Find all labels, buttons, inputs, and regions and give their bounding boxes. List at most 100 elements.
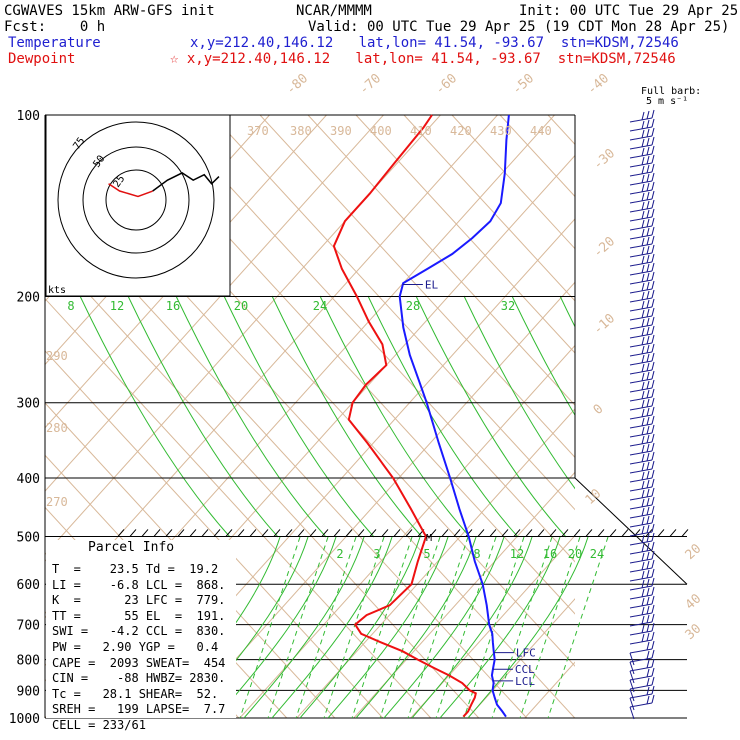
mixing-ratio-label: 16 [543, 547, 557, 561]
moist-adiabat-line [559, 295, 575, 328]
isotherm-line [582, 115, 740, 718]
wind-barb [629, 694, 655, 720]
mixing-ratio-line [295, 537, 357, 718]
mixing-ratio-label: 3 [373, 547, 380, 561]
mixing-ratio-label: 12 [110, 299, 124, 313]
barb-legend-title: Full barb: [641, 86, 702, 97]
parcel-info-row: K = 23 LFC = 779. [52, 593, 226, 608]
isotherm-label: -60 [433, 71, 460, 98]
wind-barb [629, 397, 655, 411]
mixing-ratio-label: 16 [166, 299, 180, 313]
hodograph-ring [57, 121, 215, 279]
isotherm-line [239, 344, 575, 718]
dry-adiabat-line [596, 115, 740, 718]
parcel-info-title: Parcel Info [88, 540, 175, 555]
dry-adiabat-line [45, 297, 432, 718]
mixing-ratio-label: 20 [234, 299, 248, 313]
mixing-ratio-label: 20 [568, 547, 582, 561]
wind-barb [629, 352, 655, 366]
freezing-hatch [165, 529, 173, 537]
parcel-info-row: SREH = 199 LAPSE= 7.7 [52, 702, 226, 717]
freezing-hatch [513, 529, 521, 537]
isotherm-label: -30 [591, 146, 618, 173]
pressure-tick-label: 600 [17, 578, 40, 593]
parcel-info-row: TT = 55 EL = 191. [52, 608, 226, 623]
freezing-hatch [129, 529, 137, 537]
parcel-level-label-lcl: LCL [515, 675, 535, 688]
freezing-hatch [477, 529, 485, 537]
parcel-info-row: CIN = -88 HWBZ= 2830. [52, 671, 226, 686]
freezing-hatch [357, 529, 365, 537]
freezing-hatch [657, 529, 665, 537]
wind-barb [629, 289, 655, 303]
dry-adiabat-line [307, 115, 575, 406]
isotherm-label: -50 [510, 71, 537, 98]
theta-label: 410 [410, 124, 432, 138]
wind-barb [629, 280, 655, 294]
freezing-hatch [225, 529, 233, 537]
wind-barb [629, 127, 655, 141]
wind-barb [629, 334, 655, 348]
freezing-hatch [669, 529, 677, 537]
moist-adiabat-line [271, 295, 423, 538]
wind-barb [629, 379, 655, 393]
mixing-ratio-label: 8 [67, 299, 74, 313]
parcel-info-row: CELL = 233/61 [52, 717, 146, 732]
wind-barb [629, 451, 655, 465]
wind-barb [629, 406, 655, 420]
wind-barb [629, 370, 655, 384]
wind-barb [629, 622, 655, 636]
moist-adiabat-line [608, 296, 740, 537]
wind-barb [629, 586, 655, 600]
freezing-hatch [489, 529, 497, 537]
isotherm-label: -40 [585, 71, 612, 98]
pressure-tick-label: 200 [17, 291, 40, 306]
freezing-hatch [201, 529, 209, 537]
wind-barb [629, 271, 655, 285]
isotherm-label: 10 [583, 486, 605, 508]
isotherm-label: -10 [591, 311, 618, 338]
mixing-ratio-line [491, 537, 553, 718]
freezing-hatch [525, 529, 533, 537]
parcel-level-label-lfc: LFC [516, 647, 536, 660]
dewpoint-location: ☆ x,y=212.40,146.12 lat,lon= 41.54, -93.… [170, 51, 676, 67]
moist-adiabat-line [383, 537, 505, 718]
theta-label: 440 [530, 124, 552, 138]
isotherm-label: -20 [591, 234, 618, 261]
temperature-location: x,y=212.40,146.12 lat,lon= 41.54, -93.67… [190, 35, 679, 51]
wind-barb [629, 244, 655, 258]
frame-slant [574, 477, 688, 585]
theta-label: 430 [490, 124, 512, 138]
freezing-hatch [177, 529, 185, 537]
freezing-hatch [117, 529, 125, 537]
pressure-tick-label: 300 [17, 397, 40, 412]
dewpoint-legend: Dewpoint [8, 51, 76, 67]
wind-barb [629, 190, 655, 204]
wind-barb [629, 532, 655, 546]
parcel-info-box: Parcel Info T = 23.5 Td = 19.2 LI = -6.8 … [46, 540, 236, 732]
freezing-hatch [681, 529, 689, 537]
dry-adiabat-line [45, 350, 384, 718]
dry-adiabat-line [259, 115, 575, 459]
wind-barb [629, 478, 655, 492]
isotherm-label: 20 [683, 541, 705, 563]
freezing-hatch [501, 529, 509, 537]
wind-barb [629, 496, 655, 510]
freezing-hatch [189, 529, 197, 537]
wind-barb [629, 361, 655, 375]
parcel-info-row: LI = -6.8 LCL = 868. [52, 577, 226, 592]
freezing-hatch [153, 529, 161, 537]
moist-adiabat-line [243, 537, 365, 718]
pressure-tick-label: 500 [17, 530, 40, 545]
freezing-level-marker: M [426, 533, 432, 544]
wind-barb [629, 631, 655, 645]
wind-barb [629, 199, 655, 213]
wind-barb [629, 343, 655, 357]
wind-barb [629, 145, 655, 159]
mixing-ratio-line [323, 537, 385, 718]
freezing-hatch [381, 529, 389, 537]
parcel-info-row: T = 23.5 Td = 19.2 [52, 562, 219, 576]
mixing-ratio-label: 28 [406, 299, 420, 313]
init-time: Init: 00 UTC Tue 29 Apr 25 [519, 3, 739, 19]
isotherm-line [45, 115, 327, 429]
